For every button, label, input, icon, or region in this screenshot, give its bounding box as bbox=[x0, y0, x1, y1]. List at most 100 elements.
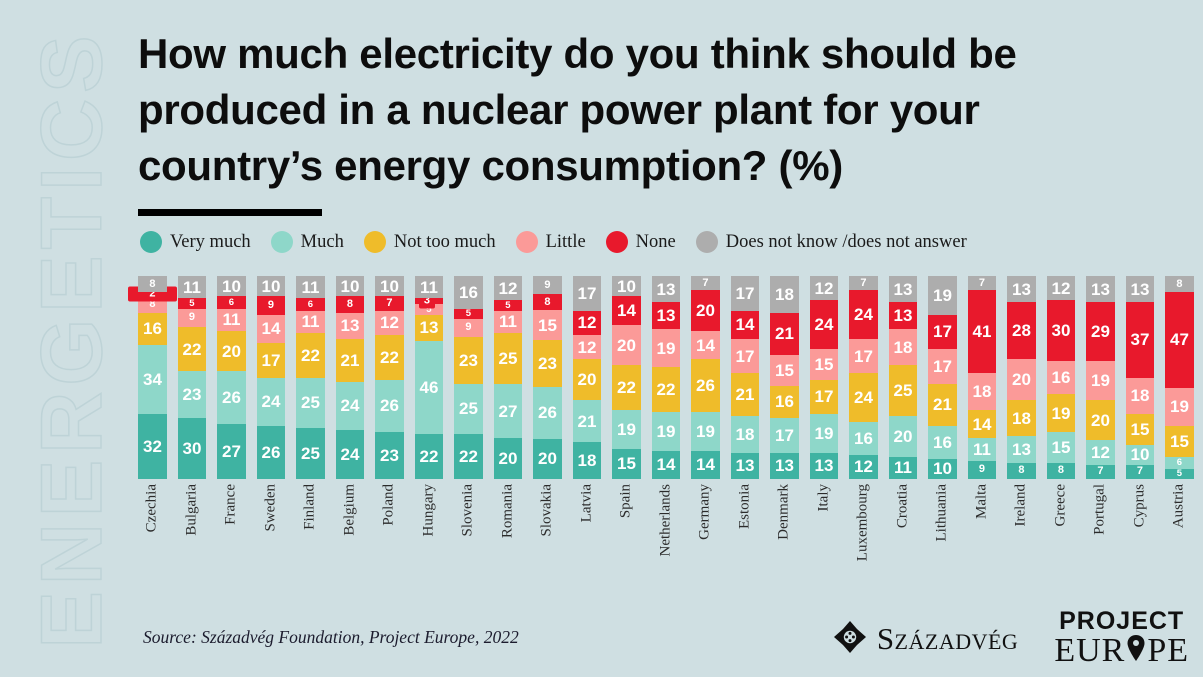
bar-segment-none: 47 bbox=[1165, 292, 1194, 388]
x-axis-label-cell: Bulgaria bbox=[178, 484, 207, 594]
legend-item-dnk[interactable]: Does not know /does not answer bbox=[695, 231, 967, 253]
bar-segment-little: 17 bbox=[849, 338, 878, 374]
bar-segment-dnk: 11 bbox=[296, 276, 325, 299]
legend-item-none[interactable]: None bbox=[605, 231, 676, 253]
legend-item-not_too_much[interactable]: Not too much bbox=[363, 231, 496, 253]
bar-segment-much: 24 bbox=[256, 377, 286, 427]
x-axis-label-cell: Estonia bbox=[731, 484, 760, 594]
bar-segment-very_much: 30 bbox=[177, 418, 207, 479]
x-axis-label-poland: Poland bbox=[380, 484, 397, 526]
bar-column[interactable]: 30 23 22 9 5 11 bbox=[177, 276, 207, 479]
bar-segment-little: 19 bbox=[651, 328, 681, 368]
bar-segment-much: 18 bbox=[730, 416, 760, 453]
bar-column[interactable]: 24 24 21 13 8 10 bbox=[335, 276, 365, 479]
bar-segment-not_too_much: 16 bbox=[138, 312, 167, 346]
bar-segment-dnk: 13 bbox=[651, 276, 681, 303]
bar-column[interactable]: 5 6 15 19 47 8 bbox=[1165, 276, 1194, 479]
bar-column[interactable]: 7 12 20 19 29 13 bbox=[1086, 276, 1115, 479]
bar-segment-dnk: 8 bbox=[138, 276, 167, 293]
bar-segment-little: 17 bbox=[730, 338, 760, 374]
x-axis-label-cell: Ireland bbox=[1007, 484, 1036, 594]
bar-segment-very_much: 14 bbox=[691, 450, 720, 479]
bar-column[interactable]: 11 20 25 18 13 13 bbox=[888, 276, 918, 479]
legend-swatch-little bbox=[515, 231, 538, 253]
bar-column[interactable]: 13 17 16 15 21 18 bbox=[770, 276, 799, 479]
bar-column[interactable]: 32 34 16 8 2 8 bbox=[128, 276, 177, 479]
legend-item-very_much[interactable]: Very much bbox=[140, 231, 251, 253]
szazadveg-logo: Századvég bbox=[833, 620, 1019, 659]
bar-column[interactable]: 18 21 20 12 12 17 bbox=[572, 276, 602, 479]
bar-segment-very_much: 15 bbox=[612, 448, 641, 479]
bar-column[interactable]: 22 46 13 5 3 11 bbox=[414, 276, 444, 479]
x-axis-label-cell: Latvia bbox=[573, 484, 602, 594]
bar-column[interactable]: 12 16 24 17 24 7 bbox=[849, 276, 878, 479]
bar-column[interactable]: 10 16 21 17 17 19 bbox=[928, 276, 957, 479]
bar-column[interactable]: 20 27 25 11 5 12 bbox=[493, 276, 523, 479]
bar-segment-none: 30 bbox=[1046, 300, 1076, 362]
bar-column[interactable]: 26 24 17 14 9 10 bbox=[256, 276, 286, 479]
bar-segment-very_much: 26 bbox=[256, 426, 286, 479]
bar-segment-not_too_much: 25 bbox=[888, 365, 918, 417]
bar-column[interactable]: 14 19 26 14 20 7 bbox=[691, 276, 720, 479]
legend-item-little[interactable]: Little bbox=[515, 231, 586, 253]
bar-segment-none: 41 bbox=[967, 290, 997, 374]
bar-segment-dnk: 9 bbox=[533, 276, 562, 295]
x-axis-label-cell: Sweden bbox=[257, 484, 286, 594]
x-axis-label-latvia: Latvia bbox=[578, 484, 595, 523]
legend-label-not_too_much: Not too much bbox=[393, 231, 496, 252]
x-axis-label-cell: Slovakia bbox=[533, 484, 562, 594]
bar-column[interactable]: 22 25 23 9 5 16 bbox=[454, 276, 483, 479]
x-axis-label-romania: Romania bbox=[499, 484, 516, 539]
x-axis-label-cell: Luxembourg bbox=[849, 484, 878, 594]
bar-segment-none: 6 bbox=[296, 298, 325, 311]
bar-column[interactable]: 27 26 20 11 6 10 bbox=[217, 276, 246, 479]
bar-segment-none: 13 bbox=[651, 302, 681, 329]
legend-swatch-very_much bbox=[140, 231, 162, 253]
x-axis-label-cell: Slovenia bbox=[454, 484, 483, 594]
x-axis-label-cell: Netherlands bbox=[652, 484, 681, 594]
bar-column[interactable]: 13 18 21 17 14 17 bbox=[730, 276, 760, 479]
bar-segment-little: 9 bbox=[454, 318, 483, 337]
bar-segment-much: 15 bbox=[1046, 432, 1076, 463]
bar-segment-very_much: 9 bbox=[967, 460, 997, 479]
bar-column[interactable]: 9 11 14 18 41 7 bbox=[967, 276, 997, 479]
bar-segment-little: 13 bbox=[335, 312, 365, 339]
bar-segment-very_much: 13 bbox=[770, 452, 799, 479]
legend-swatch-none bbox=[605, 231, 628, 253]
legend-item-much[interactable]: Much bbox=[270, 231, 344, 253]
bar-column[interactable]: 15 19 22 20 14 10 bbox=[612, 276, 641, 479]
bar-column[interactable]: 25 25 22 11 6 11 bbox=[296, 276, 325, 479]
bar-segment-not_too_much: 16 bbox=[770, 385, 799, 419]
bar-column[interactable]: 23 26 22 12 7 10 bbox=[375, 276, 404, 479]
bar-segment-very_much: 14 bbox=[651, 450, 681, 479]
title-divider bbox=[138, 209, 322, 216]
bar-column[interactable]: 14 19 22 19 13 13 bbox=[651, 276, 681, 479]
x-axis-label-cell: Denmark bbox=[770, 484, 799, 594]
bar-segment-much: 10 bbox=[1125, 444, 1155, 465]
bar-segment-much: 19 bbox=[651, 412, 681, 451]
bar-segment-none: 8 bbox=[335, 296, 365, 313]
bar-column[interactable]: 8 15 19 16 30 12 bbox=[1046, 276, 1076, 479]
bar-segment-much: 23 bbox=[177, 371, 207, 419]
bar-column[interactable]: 20 26 23 15 8 9 bbox=[533, 276, 562, 479]
legend-swatch-not_too_much bbox=[363, 231, 386, 253]
bar-column[interactable]: 7 10 15 18 37 13 bbox=[1125, 276, 1155, 479]
bar-segment-none: 5 bbox=[177, 298, 207, 309]
bar-column[interactable]: 13 19 17 15 24 12 bbox=[809, 276, 839, 479]
bar-segment-much: 46 bbox=[414, 340, 444, 435]
bar-segment-little: 14 bbox=[691, 330, 720, 360]
bar-segment-none: 13 bbox=[888, 302, 918, 329]
bar-segment-dnk: 10 bbox=[217, 276, 246, 297]
bar-segment-not_too_much: 23 bbox=[533, 340, 562, 387]
bar-segment-little: 12 bbox=[572, 334, 602, 360]
x-axis-label-cell: Romania bbox=[494, 484, 523, 594]
bar-segment-not_too_much: 22 bbox=[296, 332, 325, 378]
bar-column[interactable]: 8 13 18 20 28 13 bbox=[1007, 276, 1036, 479]
bar-segment-very_much: 18 bbox=[572, 442, 602, 479]
bar-segment-not_too_much: 20 bbox=[1086, 399, 1115, 441]
bar-segment-none: 5 bbox=[493, 300, 523, 311]
bar-segment-dnk: 13 bbox=[1086, 276, 1115, 303]
bar-segment-not_too_much: 17 bbox=[809, 379, 839, 415]
x-axis-label-belgium: Belgium bbox=[341, 484, 358, 536]
legend-label-little: Little bbox=[545, 231, 586, 252]
